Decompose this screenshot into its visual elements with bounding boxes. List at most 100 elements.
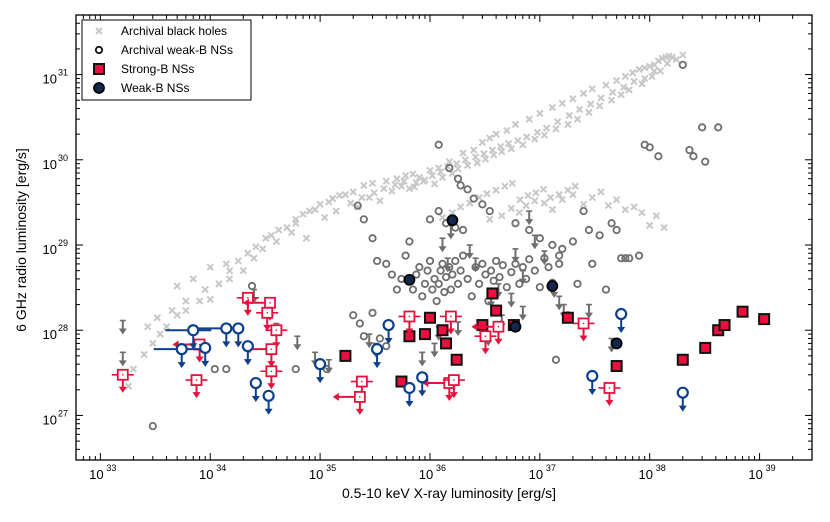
black-hole-point: [648, 72, 656, 81]
archival-weak-b-ns-point: [489, 276, 498, 285]
archival-weak-b-ns-upper-limit: [525, 210, 534, 226]
black-hole-point: [539, 185, 548, 194]
black-hole-point: [503, 126, 511, 135]
series-archival-weak-b-nss: [148, 60, 723, 431]
archival-weak-b-ns-point: [434, 279, 443, 288]
archival-weak-b-ns-point: [392, 285, 402, 294]
archival-weak-b-ns-point: [445, 163, 454, 173]
black-hole-point: [612, 76, 621, 85]
archival-weak-b-ns-point: [458, 225, 468, 235]
x-tick-label-exponent: 39: [766, 463, 776, 473]
archival-weak-b-ns-point: [612, 225, 621, 235]
strong-b-ns-upper-limit: [471, 320, 505, 345]
archival-weak-b-ns-point: [418, 292, 427, 301]
black-hole-point: [471, 153, 480, 161]
black-hole-point: [612, 196, 621, 204]
archival-weak-b-ns-point: [353, 201, 362, 210]
black-hole-point: [564, 120, 572, 129]
archival-weak-b-ns-point: [544, 263, 553, 272]
black-hole-point: [426, 166, 434, 175]
archival-weak-b-ns-point: [423, 266, 432, 275]
archival-weak-b-ns-point: [440, 288, 449, 297]
series-strong-b-nss: [339, 287, 771, 388]
black-hole-point: [456, 203, 465, 211]
archival-weak-b-ns-point: [645, 143, 654, 152]
black-hole-point: [668, 53, 676, 61]
strong-b-ns-point: [436, 324, 449, 337]
black-hole-point: [650, 67, 658, 75]
black-hole-point: [473, 159, 482, 167]
black-hole-point: [156, 330, 164, 338]
archival-weak-b-ns-upper-limit: [446, 224, 455, 240]
black-hole-point: [588, 85, 596, 93]
black-hole-point: [153, 314, 162, 322]
black-hole-point: [215, 280, 223, 288]
archival-weak-b-ns-point: [415, 263, 424, 272]
archival-weak-b-ns-point: [405, 237, 414, 246]
archival-weak-b-ns-point: [428, 285, 437, 294]
archival-weak-b-ns-point: [456, 181, 465, 190]
archival-weak-b-ns-point: [573, 279, 582, 288]
archival-weak-b-ns-point: [434, 206, 443, 216]
archival-weak-b-ns-point: [595, 231, 604, 240]
black-hole-point: [640, 64, 649, 72]
archival-weak-b-ns-point: [382, 342, 391, 351]
black-hole-point: [244, 249, 252, 257]
archival-weak-b-ns-point: [425, 215, 435, 224]
archival-weak-b-ns-point: [434, 140, 443, 149]
black-hole-point: [275, 226, 283, 234]
black-hole-point: [234, 257, 242, 265]
black-hole-point: [380, 184, 388, 193]
archival-weak-b-ns-upper-limit: [518, 269, 527, 285]
black-hole-point: [328, 194, 337, 203]
black-hole-point: [201, 285, 209, 294]
black-hole-point: [267, 231, 276, 240]
archival-weak-b-ns-point: [654, 152, 663, 161]
black-hole-point: [428, 172, 437, 180]
black-hole-point: [382, 177, 390, 185]
black-hole-point: [579, 200, 588, 209]
black-hole-point: [663, 59, 672, 68]
y-tick-label-exponent: 28: [58, 323, 68, 333]
black-hole-point: [617, 91, 625, 99]
black-hole-point: [335, 191, 344, 200]
archival-weak-b-ns-upper-limit: [365, 333, 374, 349]
archival-weak-b-ns-point: [579, 206, 588, 216]
archival-weak-b-ns-point: [247, 281, 257, 291]
archival-weak-b-ns-point: [507, 268, 516, 277]
black-hole-point: [299, 210, 307, 218]
black-hole-point: [316, 200, 324, 209]
black-hole-point: [252, 243, 260, 251]
black-hole-point: [438, 173, 447, 182]
legend-strong-b-marker: [93, 63, 105, 75]
black-hole-point: [206, 263, 214, 271]
strong-b-ns-upper-limit: [572, 317, 595, 342]
strong-b-ns-upper-limit: [439, 310, 462, 335]
strong-b-ns-point: [699, 341, 712, 354]
black-hole-point: [532, 189, 540, 197]
archival-weak-b-ns-point: [548, 240, 557, 250]
archival-weak-b-ns-point: [551, 355, 560, 364]
weak-b-ns-upper-limit: [165, 324, 212, 350]
legend: Archival black holes Archival weak-B NSs S…: [81, 19, 252, 101]
black-hole-point: [573, 115, 582, 123]
black-hole-point: [140, 350, 148, 359]
archival-weak-b-ns-point: [481, 270, 490, 279]
weak-b-ns-point: [610, 337, 623, 350]
black-hole-point: [511, 120, 520, 129]
black-hole-point: [638, 80, 646, 88]
archival-weak-b-ns-point: [478, 259, 487, 269]
black-hole-point: [189, 275, 197, 283]
legend-archival-weak-b-marker: [94, 45, 104, 55]
strong-b-ns-point: [450, 353, 463, 366]
archival-weak-b-ns-point: [436, 266, 445, 275]
archival-weak-b-ns-upper-limit: [438, 237, 447, 253]
black-hole-point: [320, 213, 329, 222]
archival-weak-b-ns-point: [486, 266, 496, 275]
archival-weak-b-ns-upper-limit: [465, 244, 474, 260]
archival-weak-b-ns-point: [463, 274, 472, 284]
black-hole-point: [480, 149, 488, 158]
strong-b-ns-upper-limit: [442, 374, 465, 399]
archival-weak-b-ns-point: [469, 194, 478, 203]
archival-weak-b-ns-point: [530, 266, 539, 275]
